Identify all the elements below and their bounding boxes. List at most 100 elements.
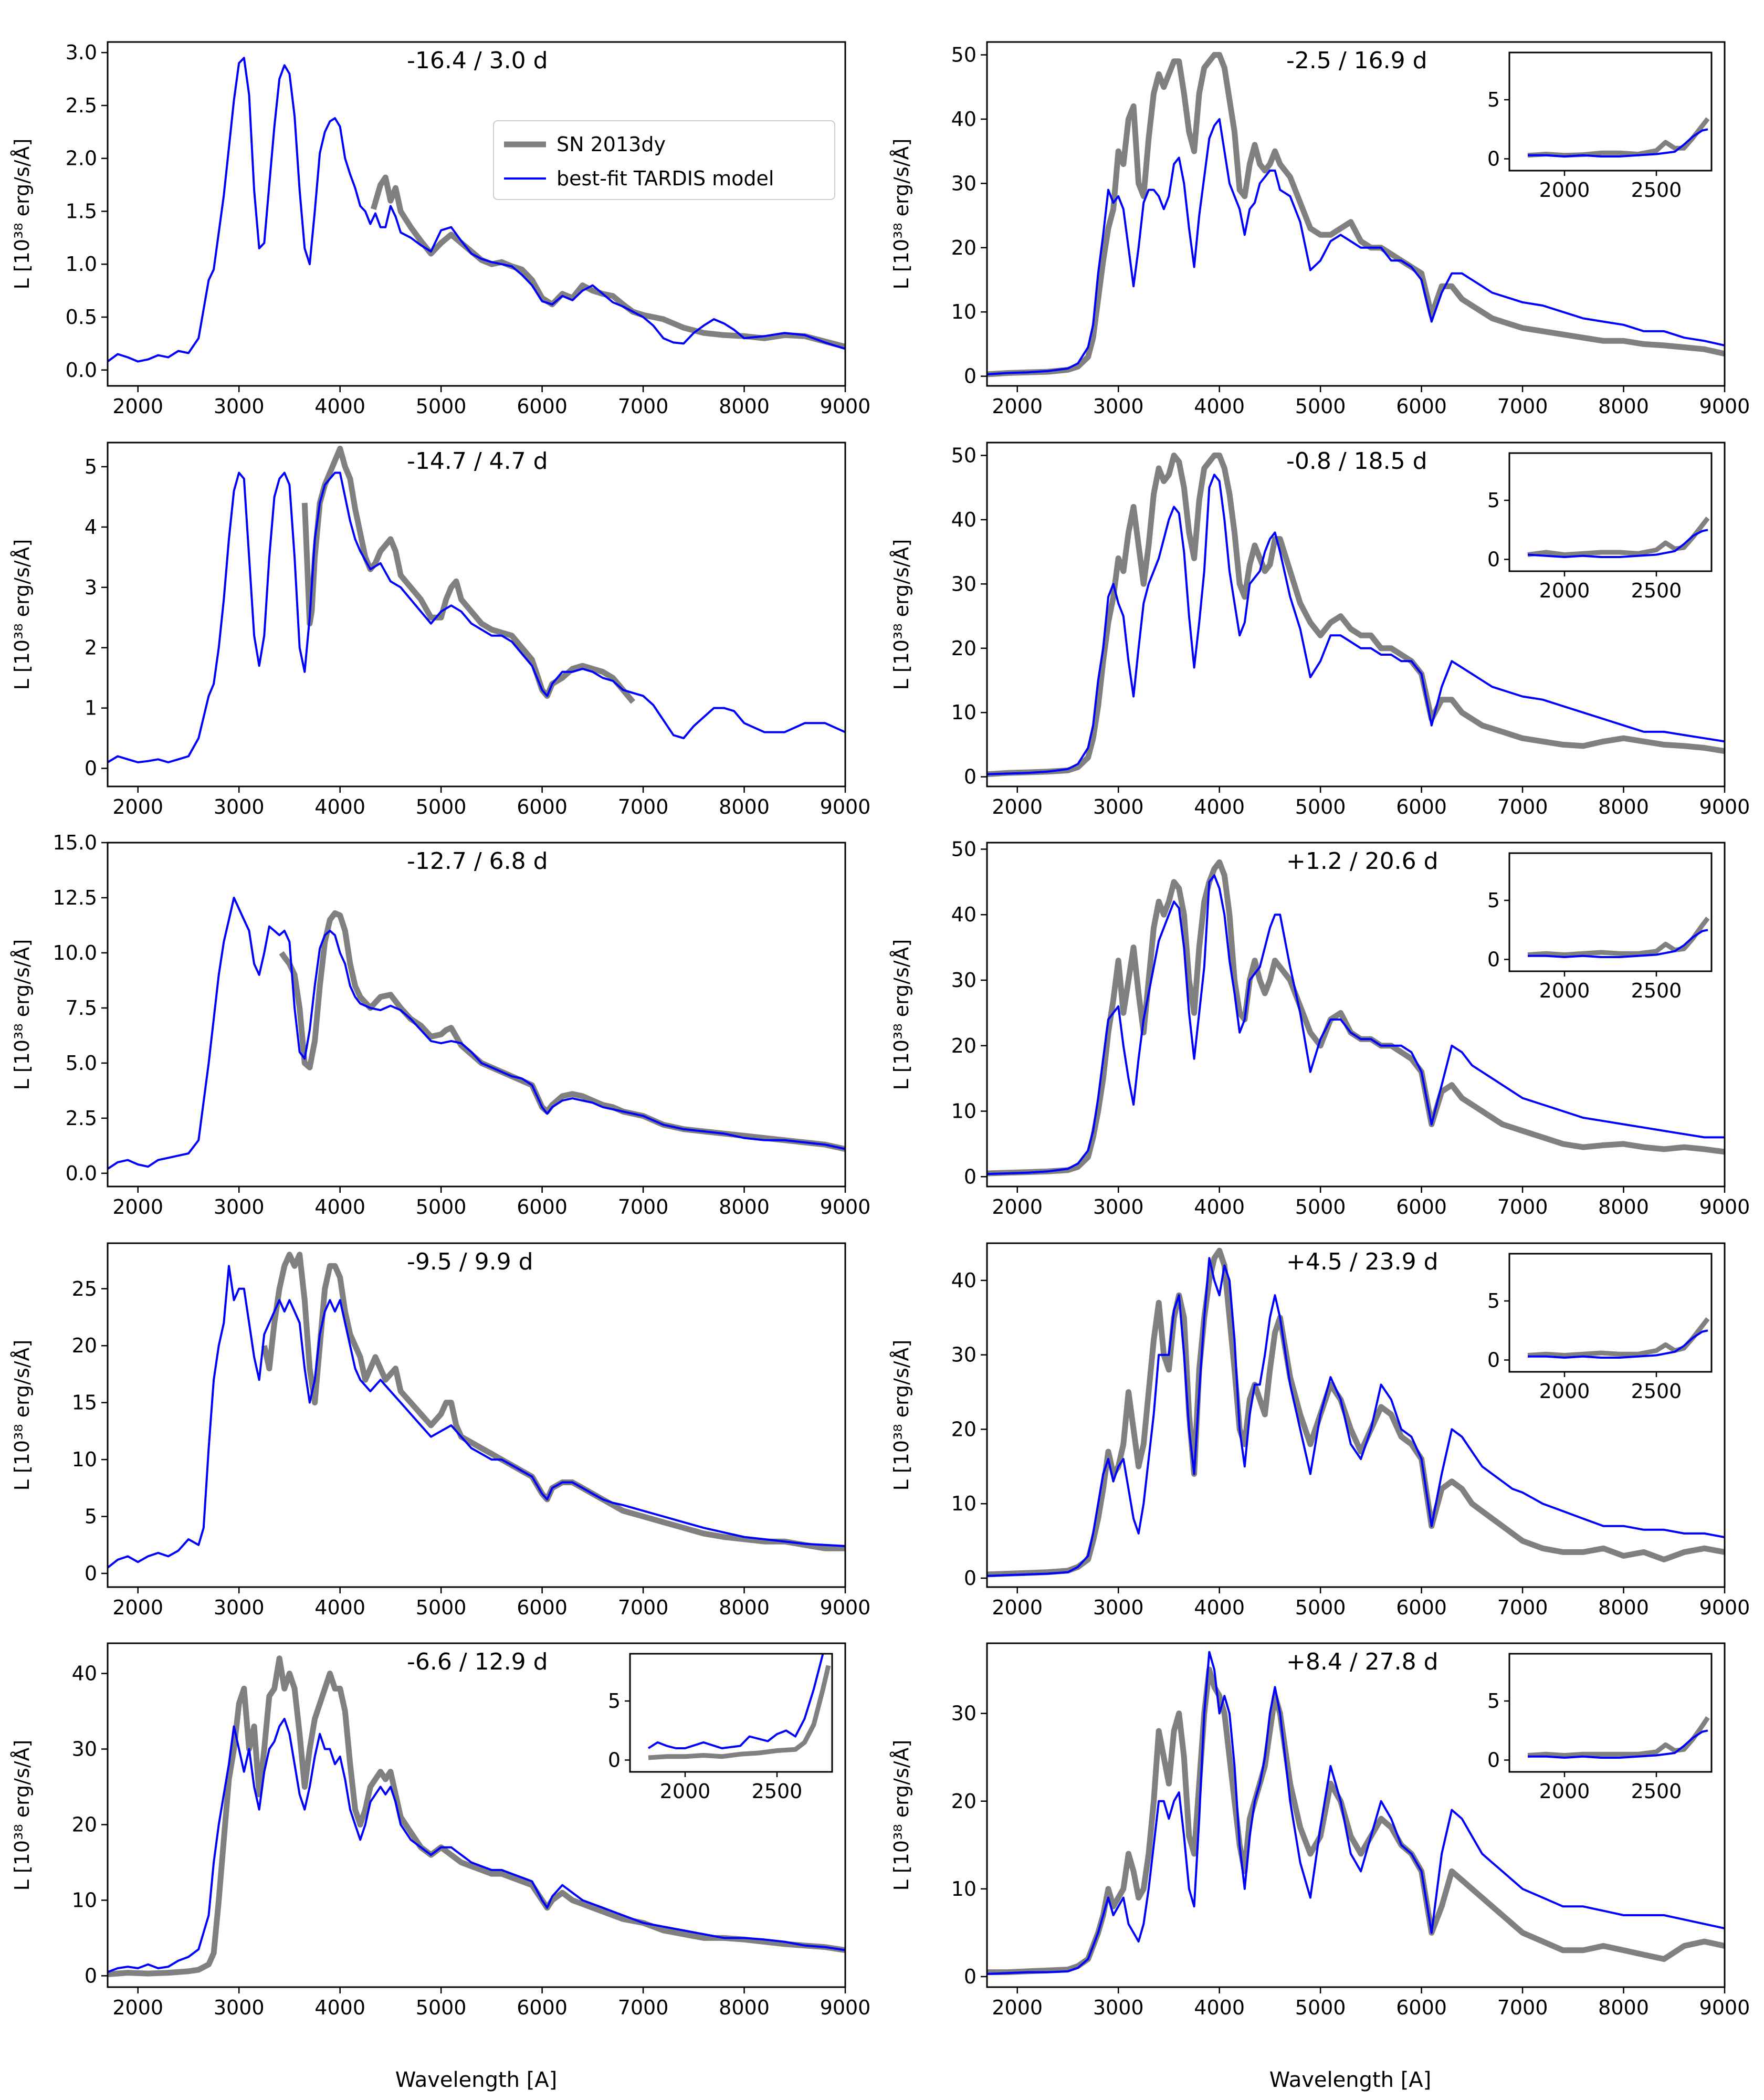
panel-title: -14.7 / 4.7 d: [407, 448, 548, 475]
inset-chart: 2000 2500 0 5: [1487, 452, 1713, 602]
x-tick-label: 3000: [214, 1195, 265, 1219]
x-tick-label: 3000: [214, 1996, 265, 2019]
inset-frame: [1508, 51, 1713, 172]
x-axis-label-left: Wavelength [A]: [395, 2068, 558, 2092]
series-line-observed: [301, 446, 636, 704]
x-tick-label: 9000: [1699, 395, 1750, 418]
y-tick-label: 20: [72, 1813, 97, 1836]
y-tick-label: 0: [964, 1165, 976, 1188]
chart-panel: 2000 3000 4000 5000 6000 7000 8000 9000 0 1 2 3 4 5 L …: [10, 442, 870, 818]
inset-chart: 2000 2500 0 5: [608, 1653, 833, 1803]
plot-frame: [986, 41, 1726, 387]
y-tick-label: 0: [85, 757, 97, 780]
x-tick-label: 4000: [1194, 1596, 1245, 1619]
x-tick-label: 5000: [1295, 1195, 1346, 1219]
x-tick-label: 6000: [517, 1195, 568, 1219]
x-tick-label: 8000: [1598, 1195, 1649, 1219]
y-tick-label: 20: [951, 1034, 976, 1057]
inset-x-tick-label: 2000: [1539, 979, 1590, 1002]
inset-y-tick-label: 0: [1487, 1349, 1500, 1372]
inset-y-tick-label: 0: [1487, 948, 1500, 971]
series-line-observed: [987, 52, 1725, 377]
inset-line-model: [647, 1654, 824, 1749]
x-tick-label: 8000: [719, 1195, 770, 1219]
series-line-model: [987, 1257, 1725, 1577]
x-tick-label: 5000: [1295, 395, 1346, 418]
x-tick-label: 6000: [1396, 1195, 1447, 1219]
chart-panel: 2000 3000 4000 5000 6000 7000 8000 9000 0 5 10 15 20…: [10, 1242, 870, 1619]
x-tick-label: 8000: [1598, 795, 1649, 818]
y-tick-label: 0.0: [66, 1162, 97, 1185]
inset-x-tick-label: 2000: [660, 1780, 711, 1803]
y-tick-label: 0: [85, 1964, 97, 1987]
y-tick-label: 40: [951, 508, 976, 531]
y-tick-label: 10: [72, 1888, 97, 1912]
y-tick-label: 30: [72, 1738, 97, 1761]
x-tick-label: 4000: [1194, 395, 1245, 418]
y-axis-label: L [10³⁸ erg/s/Å]: [890, 139, 913, 290]
chart-panel: 2000 3000 4000 5000 6000 7000 8000 9000 0 10 20 30 L…: [890, 1642, 1750, 2019]
y-axis-label: L [10³⁸ erg/s/Å]: [10, 539, 34, 690]
inset-y-tick-label: 5: [1487, 1689, 1500, 1713]
y-tick-label: 4: [85, 516, 97, 539]
y-tick-label: 10: [951, 1877, 976, 1900]
x-tick-label: 9000: [1699, 1596, 1750, 1619]
x-tick-label: 9000: [820, 395, 871, 418]
y-tick-label: 1: [85, 697, 97, 720]
y-tick-label: 10: [72, 1448, 97, 1471]
inset-line-observed: [1527, 1716, 1710, 1758]
x-tick-label: 2000: [992, 1996, 1043, 2019]
y-tick-label: 20: [951, 1790, 976, 1813]
inset-y-tick-label: 0: [1487, 548, 1500, 571]
x-tick-label: 5000: [416, 795, 467, 818]
inset-x-tick-label: 2000: [1539, 579, 1590, 602]
inset-frame: [1508, 452, 1713, 572]
x-tick-label: 5000: [416, 1596, 467, 1619]
inset-x-tick-label: 2500: [1631, 579, 1682, 602]
plot-frame: [107, 1242, 846, 1588]
inset-y-tick-label: 5: [1487, 489, 1500, 512]
chart-panel: 2000 3000 4000 5000 6000 7000 8000 9000 0 10 20 30 4…: [890, 1242, 1750, 1619]
x-tick-label: 6000: [1396, 1996, 1447, 2019]
x-tick-label: 7000: [618, 395, 669, 418]
x-tick-label: 6000: [517, 1996, 568, 2019]
y-tick-label: 20: [951, 236, 976, 259]
y-tick-label: 40: [951, 108, 976, 131]
y-tick-label: 0: [964, 765, 976, 789]
legend-label-model: best-fit TARDIS model: [556, 167, 774, 190]
plot-frame: [986, 1242, 1726, 1588]
panel-title: +1.2 / 20.6 d: [1286, 848, 1438, 875]
y-tick-label: 5: [85, 455, 97, 478]
series-line-model: [108, 1718, 845, 1973]
y-axis-label: L [10³⁸ erg/s/Å]: [890, 939, 913, 1090]
inset-chart: 2000 2500 0 5: [1487, 852, 1713, 1002]
inset-y-tick-label: 5: [1487, 88, 1500, 111]
inset-line-model: [1528, 929, 1708, 958]
series-line-model: [987, 874, 1725, 1175]
inset-line-model: [1528, 128, 1708, 158]
x-tick-label: 5000: [1295, 1996, 1346, 2019]
y-tick-label: 7.5: [66, 996, 97, 1020]
y-tick-label: 12.5: [52, 886, 97, 909]
inset-x-tick-label: 2000: [1539, 1380, 1590, 1403]
inset-chart: 2000 2500 0 5: [1487, 51, 1713, 202]
x-tick-label: 7000: [1497, 1195, 1548, 1219]
x-tick-label: 9000: [820, 1996, 871, 2019]
y-tick-label: 1.0: [66, 253, 97, 276]
x-tick-label: 7000: [1497, 1596, 1548, 1619]
panel-title: -2.5 / 16.9 d: [1286, 47, 1427, 74]
x-tick-label: 2000: [112, 395, 163, 418]
inset-x-tick-label: 2500: [1631, 1380, 1682, 1403]
legend-box: [493, 120, 835, 200]
x-tick-label: 3000: [1093, 795, 1144, 818]
y-tick-label: 50: [951, 444, 976, 467]
y-axis-label: L [10³⁸ erg/s/Å]: [10, 139, 34, 290]
x-tick-label: 3000: [1093, 395, 1144, 418]
legend: SN 2013dy best-fit TARDIS model: [493, 120, 835, 200]
x-tick-label: 6000: [517, 395, 568, 418]
plot-frame: [986, 442, 1726, 788]
series-line-model: [108, 1265, 845, 1569]
y-tick-label: 3.0: [66, 41, 97, 64]
panel-title: -6.6 / 12.9 d: [407, 1648, 548, 1675]
x-tick-label: 3000: [1093, 1195, 1144, 1219]
